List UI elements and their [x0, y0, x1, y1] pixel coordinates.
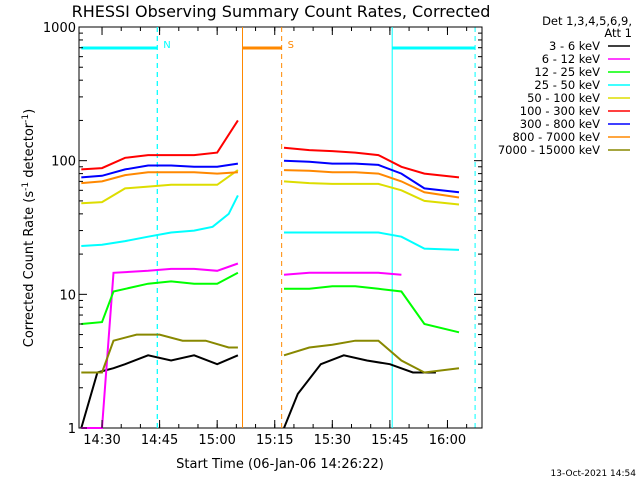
series-line-4-before: [81, 169, 239, 205]
x-tick-label: 14:30: [83, 433, 120, 448]
x-tick-label: 15:15: [256, 433, 293, 448]
legend-entry-8: 7000 - 15000 keV: [498, 143, 600, 157]
series-line-8-before: [81, 333, 238, 374]
legend-header-att: Att 1: [604, 26, 632, 40]
timestamp: 13-Oct-2021 14:54: [551, 469, 637, 479]
x-tick-label: 15:00: [198, 433, 235, 448]
series-group: [80, 119, 460, 429]
legend-entry-4: 50 - 100 keV: [527, 91, 600, 105]
y-axis-label-sup1: -1: [21, 182, 31, 191]
y-tick-label: 1: [68, 422, 76, 437]
y-axis-label-sup2: -1: [21, 114, 31, 123]
chart-title: RHESSI Observing Summary Count Rates, Co…: [72, 2, 491, 21]
legend-entry-1: 6 - 12 keV: [542, 52, 600, 66]
legend-entry-2: 12 - 25 keV: [534, 65, 600, 79]
marker-label-0: N: [163, 40, 170, 51]
y-tick-label: 10: [59, 288, 76, 303]
y-tick-label: 1000: [43, 21, 76, 36]
series-line-1-after: [283, 271, 402, 276]
series-line-5-before: [81, 119, 239, 171]
legend-entry-7: 800 - 7000 keV: [512, 130, 600, 144]
x-tick-label: 14:45: [141, 433, 178, 448]
series-line-2-before: [81, 271, 239, 325]
x-tick-label: 15:45: [371, 433, 408, 448]
series-line-6-after: [283, 159, 460, 194]
legend-entry-3: 25 - 50 keV: [534, 78, 600, 92]
y-axis-label: Corrected Count Rate (s-1 detector-1): [21, 109, 37, 347]
series-line-2-after: [284, 285, 460, 334]
series-line-3-after: [284, 231, 460, 251]
legend-entry-5: 100 - 300 keV: [520, 104, 600, 118]
axis-ticks: 14:30 14:45 15:00 15:15 15:30 15:45 16:00 1 10 10…: [43, 21, 482, 448]
series-line-5-after: [283, 146, 460, 179]
x-tick-label: 15:30: [314, 433, 351, 448]
plot-frame: [78, 26, 483, 429]
legend-entry-6: 300 - 800 keV: [520, 117, 600, 131]
series-line-0-after: [283, 354, 436, 429]
series-line-6-before: [81, 162, 239, 179]
series-line-3-before: [81, 194, 239, 247]
series-line-8-after: [283, 339, 460, 374]
series-line-7-before: [81, 171, 238, 185]
y-tick-label: 100: [51, 155, 76, 170]
series-line-4-after: [283, 180, 460, 206]
legend-entry-0: 3 - 6 keV: [549, 39, 600, 53]
series-line-7-after: [283, 169, 460, 199]
x-axis-label: Start Time (06-Jan-06 14:26:22): [176, 457, 384, 472]
series-line-1-before: [81, 262, 239, 429]
y-axis-label-mid: detector: [22, 122, 37, 182]
legend-header: Det 1,3,4,5,6,9,: [542, 14, 632, 28]
marker-label-1: S: [288, 40, 294, 51]
x-tick-label: 16:00: [429, 433, 466, 448]
y-axis-label-end: ): [22, 109, 37, 114]
y-axis-label-main: Corrected Count Rate (s: [22, 191, 37, 348]
